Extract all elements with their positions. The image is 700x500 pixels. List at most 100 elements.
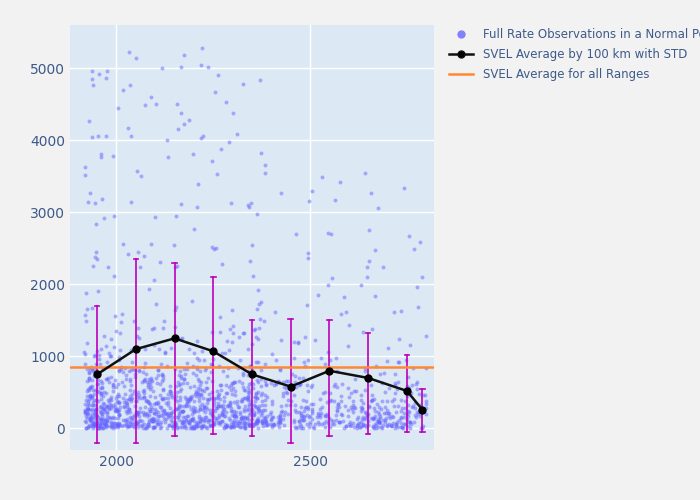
Full Rate Observations in a Normal Point <box>186 415 197 423</box>
Full Rate Observations in a Normal Point <box>255 316 266 324</box>
Full Rate Observations in a Normal Point <box>133 416 144 424</box>
Full Rate Observations in a Normal Point <box>275 417 286 425</box>
Full Rate Observations in a Normal Point <box>178 375 189 383</box>
Full Rate Observations in a Normal Point <box>244 386 255 394</box>
Full Rate Observations in a Normal Point <box>277 392 288 400</box>
Full Rate Observations in a Normal Point <box>88 409 99 417</box>
Full Rate Observations in a Normal Point <box>340 308 351 316</box>
Full Rate Observations in a Normal Point <box>292 423 303 431</box>
Full Rate Observations in a Normal Point <box>85 394 97 402</box>
Full Rate Observations in a Normal Point <box>85 384 97 392</box>
Full Rate Observations in a Normal Point <box>220 381 232 389</box>
Full Rate Observations in a Normal Point <box>266 414 277 422</box>
SVEL Average by 100 km with STD <box>418 406 426 412</box>
Full Rate Observations in a Normal Point <box>202 416 214 424</box>
Full Rate Observations in a Normal Point <box>122 406 134 414</box>
Full Rate Observations in a Normal Point <box>124 368 135 376</box>
Full Rate Observations in a Normal Point <box>204 410 216 418</box>
Full Rate Observations in a Normal Point <box>107 380 118 388</box>
Full Rate Observations in a Normal Point <box>193 384 204 392</box>
Full Rate Observations in a Normal Point <box>166 422 177 430</box>
Full Rate Observations in a Normal Point <box>280 402 291 409</box>
Full Rate Observations in a Normal Point <box>295 420 306 428</box>
Full Rate Observations in a Normal Point <box>139 100 150 108</box>
Full Rate Observations in a Normal Point <box>400 404 411 412</box>
Full Rate Observations in a Normal Point <box>235 423 246 431</box>
Full Rate Observations in a Normal Point <box>139 424 150 432</box>
Full Rate Observations in a Normal Point <box>288 416 300 424</box>
Full Rate Observations in a Normal Point <box>150 400 161 407</box>
Full Rate Observations in a Normal Point <box>206 242 218 250</box>
Full Rate Observations in a Normal Point <box>83 405 94 413</box>
Full Rate Observations in a Normal Point <box>109 407 120 415</box>
Full Rate Observations in a Normal Point <box>390 390 401 398</box>
Full Rate Observations in a Normal Point <box>357 404 368 412</box>
Full Rate Observations in a Normal Point <box>190 371 202 379</box>
Full Rate Observations in a Normal Point <box>123 48 134 56</box>
Full Rate Observations in a Normal Point <box>384 420 395 428</box>
Full Rate Observations in a Normal Point <box>375 406 386 413</box>
Full Rate Observations in a Normal Point <box>354 420 365 428</box>
Full Rate Observations in a Normal Point <box>80 424 92 432</box>
Full Rate Observations in a Normal Point <box>216 402 227 409</box>
Full Rate Observations in a Normal Point <box>237 330 248 338</box>
Full Rate Observations in a Normal Point <box>278 378 289 386</box>
Full Rate Observations in a Normal Point <box>380 409 391 417</box>
Full Rate Observations in a Normal Point <box>197 406 209 413</box>
Full Rate Observations in a Normal Point <box>281 378 292 386</box>
Full Rate Observations in a Normal Point <box>210 416 221 424</box>
Full Rate Observations in a Normal Point <box>92 380 103 388</box>
Full Rate Observations in a Normal Point <box>260 416 272 424</box>
Full Rate Observations in a Normal Point <box>107 386 118 394</box>
Full Rate Observations in a Normal Point <box>224 402 235 410</box>
Full Rate Observations in a Normal Point <box>393 358 404 366</box>
Full Rate Observations in a Normal Point <box>108 419 120 427</box>
Full Rate Observations in a Normal Point <box>281 388 292 396</box>
Full Rate Observations in a Normal Point <box>294 380 305 388</box>
Full Rate Observations in a Normal Point <box>131 420 142 428</box>
Full Rate Observations in a Normal Point <box>295 402 307 410</box>
Full Rate Observations in a Normal Point <box>101 132 112 140</box>
Full Rate Observations in a Normal Point <box>179 370 190 378</box>
Full Rate Observations in a Normal Point <box>154 404 165 411</box>
Full Rate Observations in a Normal Point <box>206 328 218 336</box>
Full Rate Observations in a Normal Point <box>104 414 116 422</box>
Full Rate Observations in a Normal Point <box>85 416 96 424</box>
Full Rate Observations in a Normal Point <box>367 391 378 399</box>
Full Rate Observations in a Normal Point <box>248 411 260 419</box>
Full Rate Observations in a Normal Point <box>332 382 343 390</box>
Full Rate Observations in a Normal Point <box>105 419 116 427</box>
Full Rate Observations in a Normal Point <box>92 397 103 405</box>
Full Rate Observations in a Normal Point <box>256 382 267 390</box>
Full Rate Observations in a Normal Point <box>168 422 179 430</box>
Full Rate Observations in a Normal Point <box>187 410 198 418</box>
Full Rate Observations in a Normal Point <box>227 379 238 387</box>
Full Rate Observations in a Normal Point <box>295 409 307 417</box>
Full Rate Observations in a Normal Point <box>146 240 157 248</box>
Full Rate Observations in a Normal Point <box>90 372 101 380</box>
Full Rate Observations in a Normal Point <box>266 422 277 430</box>
Full Rate Observations in a Normal Point <box>226 390 237 398</box>
Full Rate Observations in a Normal Point <box>82 366 93 374</box>
Full Rate Observations in a Normal Point <box>100 420 111 428</box>
Full Rate Observations in a Normal Point <box>164 421 175 429</box>
Full Rate Observations in a Normal Point <box>215 382 226 390</box>
Full Rate Observations in a Normal Point <box>178 413 189 421</box>
Full Rate Observations in a Normal Point <box>164 387 175 395</box>
Full Rate Observations in a Normal Point <box>374 370 386 378</box>
Full Rate Observations in a Normal Point <box>185 394 196 402</box>
Full Rate Observations in a Normal Point <box>148 408 160 416</box>
Full Rate Observations in a Normal Point <box>370 421 382 429</box>
Full Rate Observations in a Normal Point <box>160 409 171 417</box>
Full Rate Observations in a Normal Point <box>174 388 186 396</box>
Full Rate Observations in a Normal Point <box>276 336 287 344</box>
Full Rate Observations in a Normal Point <box>413 390 424 398</box>
Full Rate Observations in a Normal Point <box>360 364 371 372</box>
Full Rate Observations in a Normal Point <box>102 374 113 382</box>
Full Rate Observations in a Normal Point <box>208 398 219 406</box>
Full Rate Observations in a Normal Point <box>362 264 373 272</box>
Full Rate Observations in a Normal Point <box>232 422 243 430</box>
Full Rate Observations in a Normal Point <box>331 406 342 413</box>
Full Rate Observations in a Normal Point <box>249 394 260 402</box>
Full Rate Observations in a Normal Point <box>145 385 156 393</box>
